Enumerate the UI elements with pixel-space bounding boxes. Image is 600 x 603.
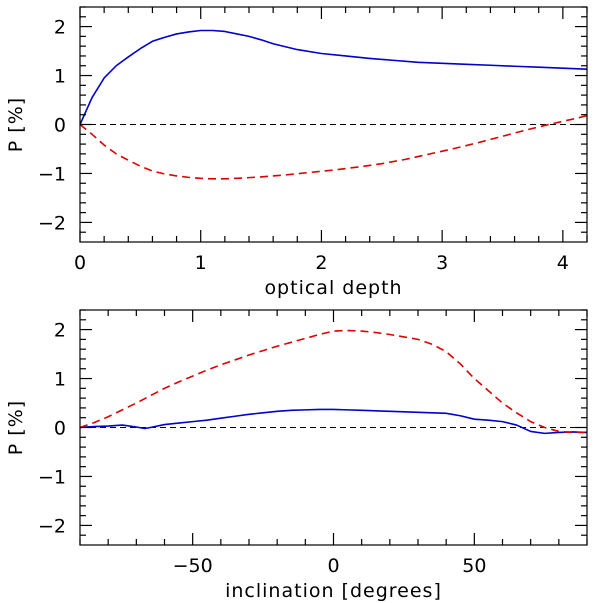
- bottom-y-tick-label: −1: [38, 466, 66, 488]
- top-series-solid-line: [79, 29, 588, 125]
- top-x-tick-label: 4: [557, 252, 569, 274]
- bottom-y-tick-label: 1: [54, 369, 66, 391]
- top-y-tick-label: 1: [54, 66, 66, 88]
- top-y-tick-label: −2: [38, 212, 66, 234]
- top-y-tick-label: −1: [38, 163, 66, 185]
- bottom-panel-inclination: −50 0 50 −2 −1 0 1 2 inclination [degrees] P [%]: [5, 309, 588, 602]
- top-y-tick-label: 2: [54, 17, 66, 39]
- top-y-tick-label: 0: [54, 115, 66, 137]
- bottom-x-tick-label: 50: [462, 555, 486, 577]
- bottom-y-tick-label: 0: [54, 418, 66, 440]
- top-y-axis-label: P [%]: [5, 97, 27, 152]
- bottom-x-axis-label: inclination [degrees]: [225, 580, 442, 602]
- bottom-y-tick-label: 2: [54, 320, 66, 342]
- top-x-tick-label: 0: [74, 252, 86, 274]
- top-x-tick-label: 3: [436, 252, 448, 274]
- top-x-axis-label: optical depth: [264, 277, 402, 299]
- bottom-series-solid-line: [79, 408, 588, 435]
- top-series-dashed-line: [79, 114, 588, 180]
- top-x-tick-label: 2: [315, 252, 327, 274]
- bottom-series-dashed-line: [79, 329, 587, 434]
- bottom-x-tick-label: −50: [173, 555, 213, 577]
- bottom-y-tick-label: −2: [38, 515, 66, 537]
- bottom-y-axis-label: P [%]: [5, 400, 27, 455]
- bottom-x-tick-label: 0: [327, 555, 339, 577]
- top-panel-optical-depth: 0 1 2 3 4 −2 −1 0 1 2 optical depth P [%]: [5, 6, 588, 299]
- top-x-tick-label: 1: [195, 252, 207, 274]
